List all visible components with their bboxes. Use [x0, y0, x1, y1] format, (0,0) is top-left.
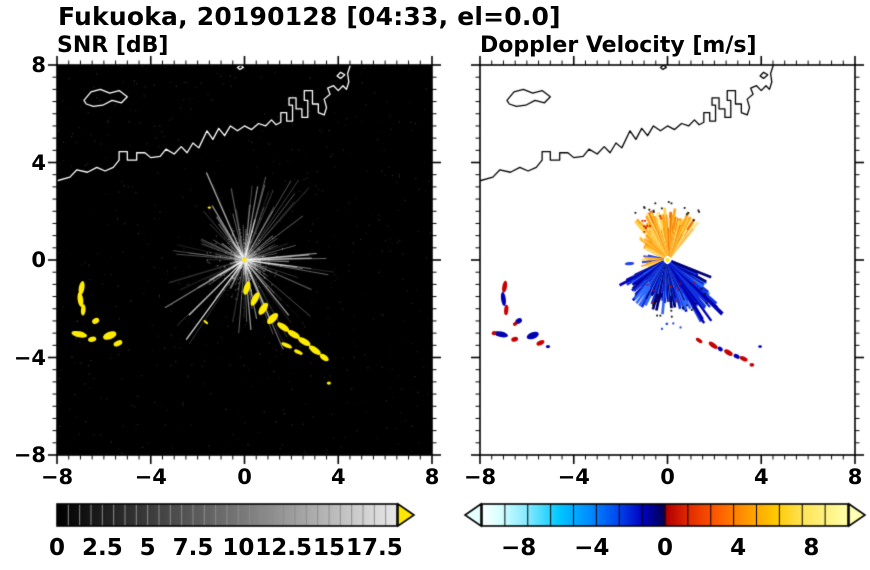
panel-title-snr: SNR [dB] [57, 33, 169, 58]
x-tick-label: 8 [424, 465, 440, 489]
x-tick-label: −8 [463, 465, 497, 489]
x-tick-label: −4 [557, 465, 590, 489]
x-tick-label: 4 [330, 465, 346, 489]
colorbar-tick-label: 15 [312, 535, 346, 561]
colorbar-tick-label: 7.5 [172, 535, 214, 561]
colorbar-tick-label: 0 [48, 535, 66, 561]
x-tick-label: 0 [237, 465, 252, 489]
x-tick-label: −8 [40, 465, 74, 489]
colorbar-tick-label: −4 [574, 535, 610, 561]
y-tick-label: −4 [13, 345, 46, 370]
y-tick-label: 4 [31, 150, 46, 175]
y-tick-label: 8 [31, 53, 46, 77]
x-tick-label: −4 [134, 465, 167, 489]
colorbar-tick-label: 0 [656, 535, 674, 561]
colorbar-tick-label: 8 [803, 535, 820, 561]
colorbar-tick-label: 12.5 [255, 535, 313, 561]
colorbar-tick-label: 17.5 [345, 535, 403, 561]
colorbar-tick-label: 5 [139, 535, 156, 561]
y-tick-label: −8 [13, 443, 46, 467]
y-tick-label: 0 [31, 248, 46, 272]
panel-title-doppler: Doppler Velocity [m/s] [480, 33, 757, 58]
colorbar-tick-label: 10 [222, 535, 255, 561]
colorbar-tick-label: −8 [500, 535, 537, 561]
x-tick-label: 8 [847, 465, 863, 489]
colorbar-tick-label: 2.5 [81, 535, 123, 561]
x-tick-label: 0 [660, 465, 675, 489]
page-title: Fukuoka, 20190128 [04:33, el=0.0] [58, 2, 561, 31]
colorbar-tick-label: 4 [730, 535, 747, 561]
x-tick-label: 4 [753, 465, 769, 489]
